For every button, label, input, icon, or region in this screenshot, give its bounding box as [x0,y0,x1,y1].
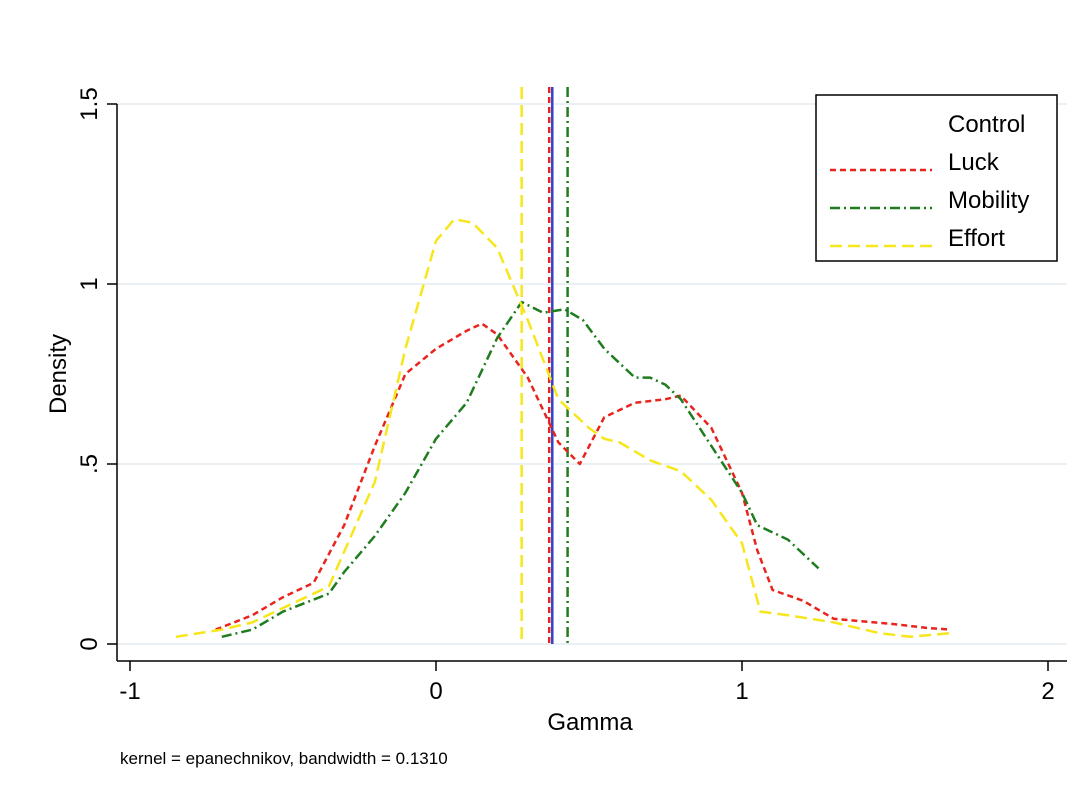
axes [107,103,1067,671]
x-tick-label-3: 2 [1041,678,1054,705]
y-tick-label-2: 1 [76,277,103,290]
legend-label-control: Control [948,111,1025,138]
tick-labels: -1 0 1 2 0 .5 1 1.5 [76,87,1055,705]
x-tick-label-1: 0 [429,678,442,705]
mean-lines [520,87,569,644]
legend-label-luck: Luck [948,149,1000,176]
y-tick-label-1: .5 [76,454,103,474]
x-axis-title: Gamma [547,709,633,736]
legend-label-effort: Effort [948,225,1005,252]
legend-items: Control Luck Mobility Effort [830,111,1029,252]
legend: Control Luck Mobility Effort [815,94,1058,262]
legend-label-mobility: Mobility [948,187,1029,214]
series-line-luck [215,322,951,631]
kernel-note: kernel = epanechnikov, bandwidth = 0.131… [120,749,448,768]
legend-box [815,94,1058,262]
series-line-mobility [221,300,820,639]
x-tick-label-0: -1 [119,678,140,705]
y-tick-label-0: 0 [76,637,103,650]
series-line-effort [175,217,951,639]
x-tick-label-2: 1 [735,678,748,705]
y-tick-label-3: 1.5 [76,87,103,120]
density-curves [175,217,951,639]
y-axis-title: Density [45,334,72,414]
